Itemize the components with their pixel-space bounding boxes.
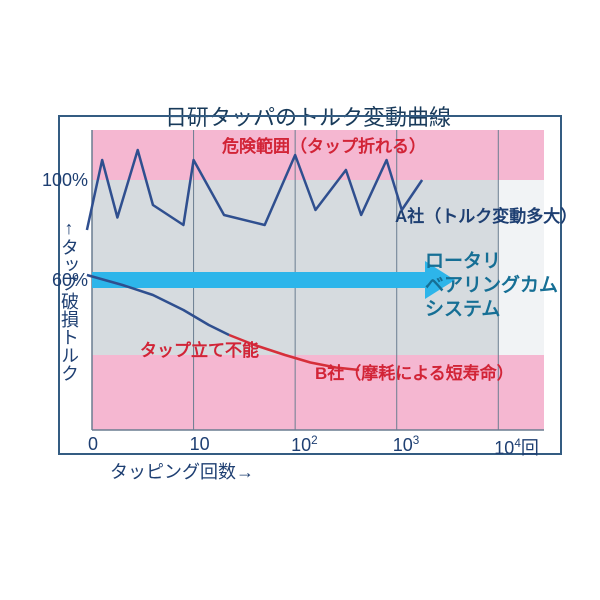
x-tick: 103 (393, 434, 420, 456)
y-tick: 100% (42, 170, 88, 191)
annotation-company_a: A社（トルク変動多大） (395, 206, 577, 227)
x-tick: 104回 (494, 434, 539, 460)
x-tick: 102 (291, 434, 318, 456)
x-tick: 0 (88, 434, 98, 455)
annotation-danger: 危険範囲（タップ折れる） (222, 136, 426, 157)
annotation-rotary: ロータリベアリングカムシステム (425, 250, 558, 321)
y-tick: 60% (52, 270, 88, 291)
y-axis-label: ↑タップ破損トルク (56, 218, 82, 382)
x-axis-label: タッピング回数→ (110, 458, 254, 484)
annotation-company_b: B社（摩耗による短寿命） (315, 363, 514, 384)
x-tick: 10 (190, 434, 210, 455)
annotation-unable: タップ立て不能 (140, 340, 259, 361)
